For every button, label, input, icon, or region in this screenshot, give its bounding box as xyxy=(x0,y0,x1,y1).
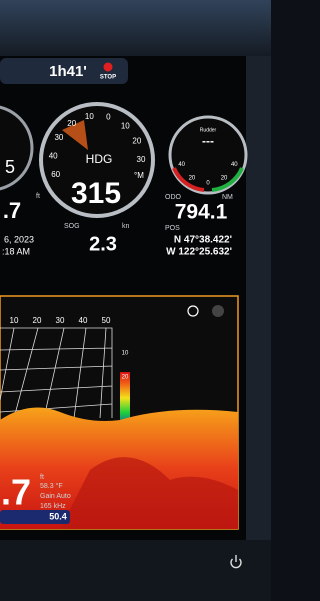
range-label: 10 xyxy=(10,316,19,325)
heading-unit: °M xyxy=(134,171,144,180)
left-unit: ft xyxy=(36,193,40,200)
scale-label: 20 xyxy=(189,176,196,182)
screen: 1h41' STOP 5 ft .7 6, 2023 :18 AM 60 40 30… xyxy=(0,0,271,601)
scale-label: 30 xyxy=(54,133,63,142)
top-bezel xyxy=(0,0,271,56)
left-time: :18 AM xyxy=(2,246,30,256)
rudder-value: --- xyxy=(202,134,214,148)
sog-label: SOG xyxy=(64,223,80,230)
sonar-temp: 58.3 °F xyxy=(40,482,63,490)
scale-label: 30 xyxy=(137,155,146,164)
sonar-depth-unit: ft xyxy=(40,474,44,481)
scale-label: 20 xyxy=(132,137,141,146)
pos-lat: N 47°38.422' xyxy=(174,235,232,246)
odo-value: 794.1 xyxy=(175,201,228,224)
stop-icon[interactable] xyxy=(104,63,113,72)
range-label: 40 xyxy=(79,316,88,325)
scale-label: 20 xyxy=(67,119,76,128)
color-scale-label: 10 xyxy=(122,351,129,357)
side-bezel xyxy=(246,56,271,540)
pos-lon: W 122°25.632' xyxy=(166,247,232,258)
timer: 1h41' xyxy=(49,63,87,80)
heading-label: HDG xyxy=(86,152,113,166)
range-label: 50 xyxy=(102,316,111,325)
scale-label: 20 xyxy=(221,176,228,182)
rudder-label: Rudder xyxy=(200,127,217,133)
menu-button[interactable] xyxy=(212,305,224,317)
scale-label: 0 xyxy=(106,113,111,122)
left-date: 6, 2023 xyxy=(4,234,34,244)
scale-label: 40 xyxy=(178,162,185,168)
left-depth: .7 xyxy=(3,198,21,223)
color-scale-label: 20 xyxy=(122,375,129,381)
left-gauge-value: 5 xyxy=(5,157,15,177)
sonar-speed: 50.4 xyxy=(49,511,67,521)
pos-label: POS xyxy=(165,225,180,232)
scale-label: 60 xyxy=(51,170,60,179)
sonar-gain: Gain Auto xyxy=(40,493,71,500)
stop-label[interactable]: STOP xyxy=(100,75,116,81)
heading-value: 315 xyxy=(71,177,121,210)
range-label: 20 xyxy=(33,316,42,325)
scale-label: 40 xyxy=(231,162,238,168)
sog-unit: kn xyxy=(122,223,130,230)
sog-value: 2.3 xyxy=(89,233,117,255)
scale-label: 10 xyxy=(85,112,94,121)
sonar-depth: .7 xyxy=(1,472,31,513)
page: 1h41' STOP 5 ft .7 6, 2023 :18 AM 60 40 30… xyxy=(0,0,320,601)
scale-label: 40 xyxy=(49,151,58,160)
range-label: 30 xyxy=(56,316,65,325)
sonar-freq: 165 kHz xyxy=(40,503,66,510)
scale-label: 10 xyxy=(121,121,130,130)
